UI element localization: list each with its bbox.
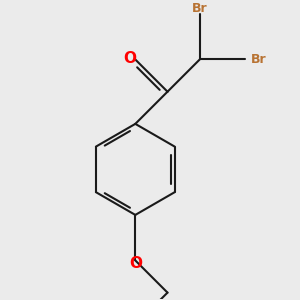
Text: O: O (124, 50, 136, 65)
Text: Br: Br (192, 2, 208, 15)
Text: O: O (129, 256, 142, 272)
Text: Br: Br (251, 53, 267, 66)
